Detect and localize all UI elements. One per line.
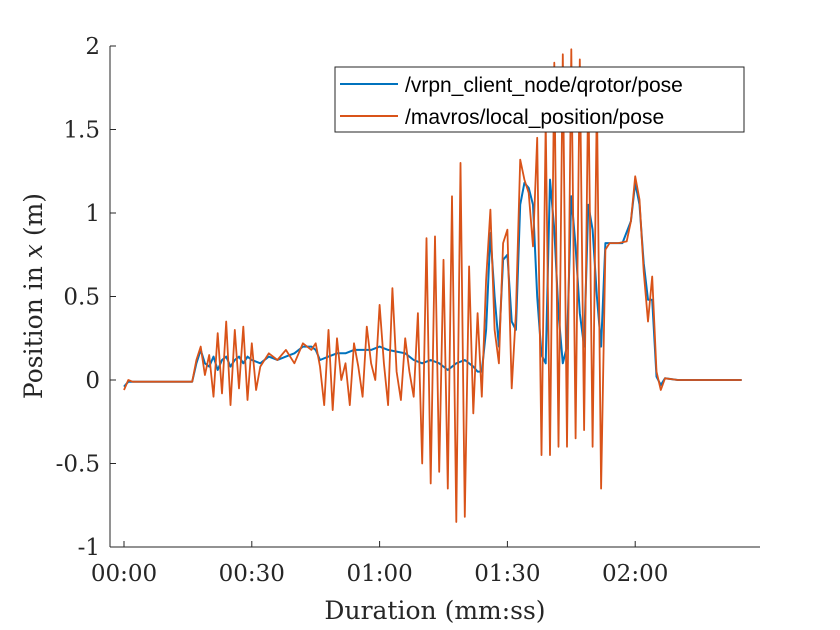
x-tick-label: 02:00	[602, 561, 668, 587]
legend-label-vrpn: /vrpn_client_node/qrotor/pose	[405, 74, 683, 97]
x-axis-label: Duration (mm:ss)	[324, 596, 545, 625]
series-layer	[123, 48, 742, 523]
legend: /vrpn_client_node/qrotor/pose /mavros/lo…	[334, 66, 745, 133]
y-tick-label: 1	[85, 201, 100, 227]
y-tick-label: 0.5	[63, 285, 100, 311]
y-tick-label: -1	[78, 535, 100, 561]
x-tick-label: 00:30	[219, 561, 285, 587]
series-line-mavros	[123, 48, 742, 523]
y-tick-label: 0	[85, 368, 100, 394]
y-tick-label: 2	[85, 34, 100, 60]
y-tick-label: 1.5	[63, 118, 100, 144]
legend-box	[334, 66, 745, 133]
y-tick-label: -0.5	[56, 452, 100, 478]
x-tick-label: 01:00	[346, 561, 412, 587]
x-ticks: 00:00 00:30 01:00 01:30 02:00	[91, 541, 668, 587]
y-axis-label: Position in x (m)	[19, 193, 48, 399]
y-axis-label-suffix: (m)	[19, 193, 48, 244]
y-axis-label-variable: x	[19, 244, 48, 258]
x-tick-label: 01:30	[474, 561, 540, 587]
y-axis-label-prefix: Position in	[19, 258, 48, 399]
legend-label-mavros: /mavros/local_position/pose	[405, 106, 664, 129]
x-tick-label: 00:00	[91, 561, 157, 587]
y-ticks: -1 -0.5 0 0.5 1 1.5 2	[56, 34, 116, 561]
